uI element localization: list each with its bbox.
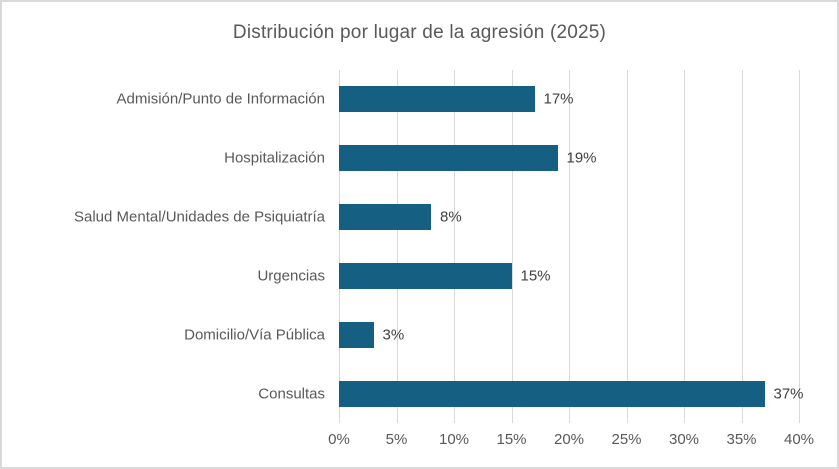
x-tick-label: 20% [553, 431, 585, 448]
category-label: Consultas [258, 385, 325, 403]
bar [339, 145, 558, 172]
x-tick-label: 10% [438, 431, 470, 448]
value-label: 19% [566, 149, 597, 167]
category-label: Domicilio/Vía Pública [184, 326, 325, 344]
bar [339, 380, 765, 407]
x-tick-label: 0% [328, 431, 350, 448]
plot-area: 17% 19% 8% 15% 3% 37% [339, 70, 804, 423]
gridline [626, 70, 628, 423]
category-label: Urgencias [257, 267, 325, 285]
x-tick-label: 5% [385, 431, 408, 448]
category-axis: Admisión/Punto de Información Hospitaliza… [2, 70, 332, 423]
value-label: 3% [382, 326, 405, 344]
chart-title: Distribución por lugar de la agresión (2… [232, 22, 607, 43]
x-tick-label: 25% [611, 431, 642, 448]
bar [339, 204, 431, 231]
category-label: Admisión/Punto de Información [116, 90, 325, 108]
x-tick-label: 35% [726, 431, 757, 448]
gridline [511, 70, 513, 423]
x-tick-label: 15% [496, 431, 527, 448]
value-label: 37% [773, 385, 804, 403]
gridline [684, 70, 685, 423]
category-label: Hospitalización [224, 149, 325, 167]
bar [339, 86, 535, 113]
x-tick-label: 40% [783, 431, 815, 448]
x-tick-label: 30% [668, 431, 700, 448]
category-label: Salud Mental/Unidades de Psiquiatría [74, 208, 325, 226]
gridline [339, 70, 340, 423]
gridline [799, 70, 800, 423]
gridline [396, 70, 398, 423]
bar [339, 262, 512, 289]
value-label: 15% [520, 267, 551, 285]
value-label: 17% [543, 90, 574, 108]
bar [339, 321, 374, 348]
x-axis-labels: 0% 5% 10% 15% 20% 25% 30% 35% 40% [328, 431, 814, 451]
gridline [569, 70, 570, 423]
value-label: 8% [440, 208, 462, 226]
gridline [741, 70, 743, 423]
gridline [454, 70, 455, 423]
